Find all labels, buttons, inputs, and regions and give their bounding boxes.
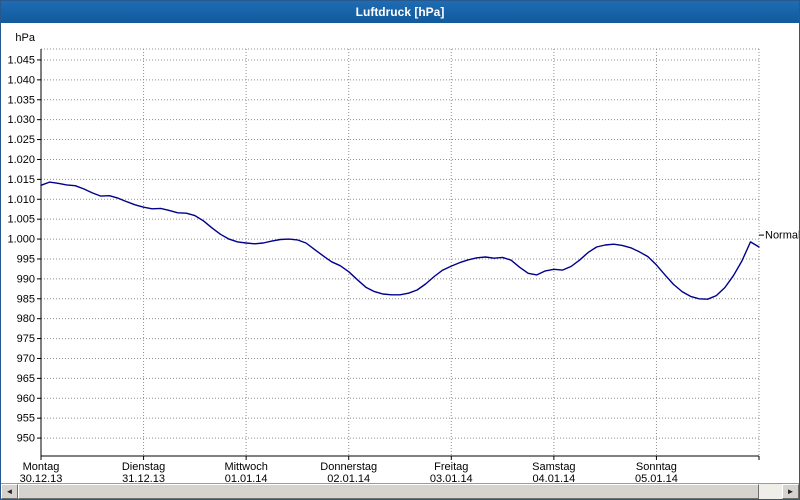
- y-tick-label: 995: [17, 253, 35, 265]
- x-day-label: Mittwoch: [224, 461, 267, 473]
- y-tick-label: 1.020: [7, 154, 35, 166]
- x-day-label: Freitag: [434, 461, 468, 473]
- plot-svg: 1.045 1.040 1.035 1.030 1.025 1.020 1.015 1.010…: [7, 32, 799, 483]
- window-title: Luftdruck [hPa]: [355, 5, 445, 19]
- x-day-label: Samstag: [532, 461, 575, 473]
- y-tick-label: 1.005: [7, 214, 35, 226]
- y-tick-label: 1.010: [7, 194, 35, 206]
- x-day-label: Dienstag: [122, 461, 165, 473]
- x-day-label: Sonntag: [636, 461, 677, 473]
- scroll-left-button[interactable]: ◄: [1, 484, 18, 499]
- y-tick-label: 1.045: [7, 54, 35, 66]
- x-date-label: 04.01.14: [532, 473, 575, 483]
- y-axis-unit-label: hPa: [15, 32, 35, 44]
- y-tick-label: 985: [17, 293, 35, 305]
- y-tick-label: 1.040: [7, 74, 35, 86]
- y-tick-label: 965: [17, 373, 35, 385]
- x-day-label: Montag: [23, 461, 60, 473]
- scrollbar-thumb[interactable]: [18, 484, 760, 499]
- scrollbar-track[interactable]: [18, 484, 782, 499]
- y-tick-label: 1.035: [7, 94, 35, 106]
- x-date-label: 02.01.14: [327, 473, 370, 483]
- arrow-right-icon: ►: [786, 487, 795, 496]
- y-tick-label: 980: [17, 313, 35, 325]
- normal-marker-label: Normal: [765, 230, 799, 242]
- y-tick-label: 950: [17, 433, 35, 445]
- x-date-label: 01.01.14: [225, 473, 268, 483]
- x-day-label: Donnerstag: [320, 461, 377, 473]
- y-tick-label: 955: [17, 413, 35, 425]
- y-tick-label: 960: [17, 393, 35, 405]
- y-tick-label: 975: [17, 333, 35, 345]
- window-title-bar: Luftdruck [hPa]: [1, 1, 799, 23]
- x-date-label: 30.12.13: [20, 473, 63, 483]
- y-tick-label: 1.030: [7, 114, 35, 126]
- x-date-label: 03.01.14: [430, 473, 473, 483]
- arrow-left-icon: ◄: [5, 487, 14, 496]
- horizontal-scrollbar[interactable]: ◄ ►: [1, 483, 799, 499]
- y-tick-label: 970: [17, 353, 35, 365]
- y-tick-label: 1.025: [7, 134, 35, 146]
- x-date-label: 05.01.14: [635, 473, 678, 483]
- x-date-label: 31.12.13: [122, 473, 165, 483]
- pressure-line: [40, 181, 760, 300]
- y-tick-label: 1.015: [7, 174, 35, 186]
- y-tick-label: 1.000: [7, 234, 35, 246]
- scroll-right-button[interactable]: ►: [782, 484, 799, 499]
- y-tick-label: 990: [17, 273, 35, 285]
